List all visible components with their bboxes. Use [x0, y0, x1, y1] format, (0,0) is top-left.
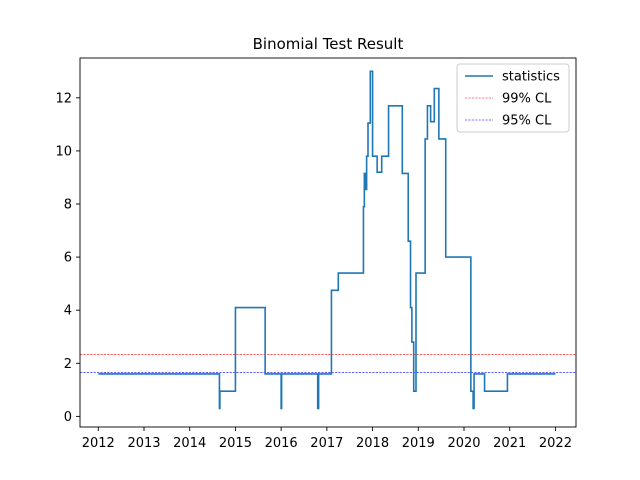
x-tick-label: 2013 [127, 436, 160, 451]
axes-frame [79, 57, 577, 428]
y-tick-label: 6 [64, 251, 72, 266]
axes: 2012 2013 2014 2015 2016 2017 2018 2019 2020 2021… [55, 57, 577, 451]
x-tick-label: 2017 [310, 436, 343, 451]
legend: statistics 99% CL 95% CL [456, 63, 570, 133]
y-tick-label: 10 [55, 144, 72, 159]
x-tick-label: 2022 [539, 436, 572, 451]
y-tick-label: 4 [64, 304, 72, 319]
plot-area [80, 70, 576, 410]
y-tick-label: 2 [64, 357, 72, 372]
legend-box [456, 63, 570, 133]
y-tick-label: 12 [55, 91, 72, 106]
x-tick-label: 2021 [493, 436, 526, 451]
legend-label: statistics [502, 70, 560, 85]
x-tick-label: 2016 [265, 436, 298, 451]
y-tick-label: 8 [64, 198, 72, 213]
chart-title: Binomial Test Result [253, 35, 404, 53]
legend-label: 95% CL [502, 114, 552, 129]
series-line-statistics [98, 70, 556, 410]
x-tick-label: 2020 [447, 436, 480, 451]
legend-label: 99% CL [502, 92, 552, 107]
y-tick-label: 0 [64, 410, 72, 425]
x-tick-label: 2019 [402, 436, 435, 451]
x-tick-label: 2014 [173, 436, 206, 451]
x-tick-label: 2012 [82, 436, 115, 451]
x-tick-label: 2015 [219, 436, 252, 451]
x-tick-label: 2018 [356, 436, 389, 451]
